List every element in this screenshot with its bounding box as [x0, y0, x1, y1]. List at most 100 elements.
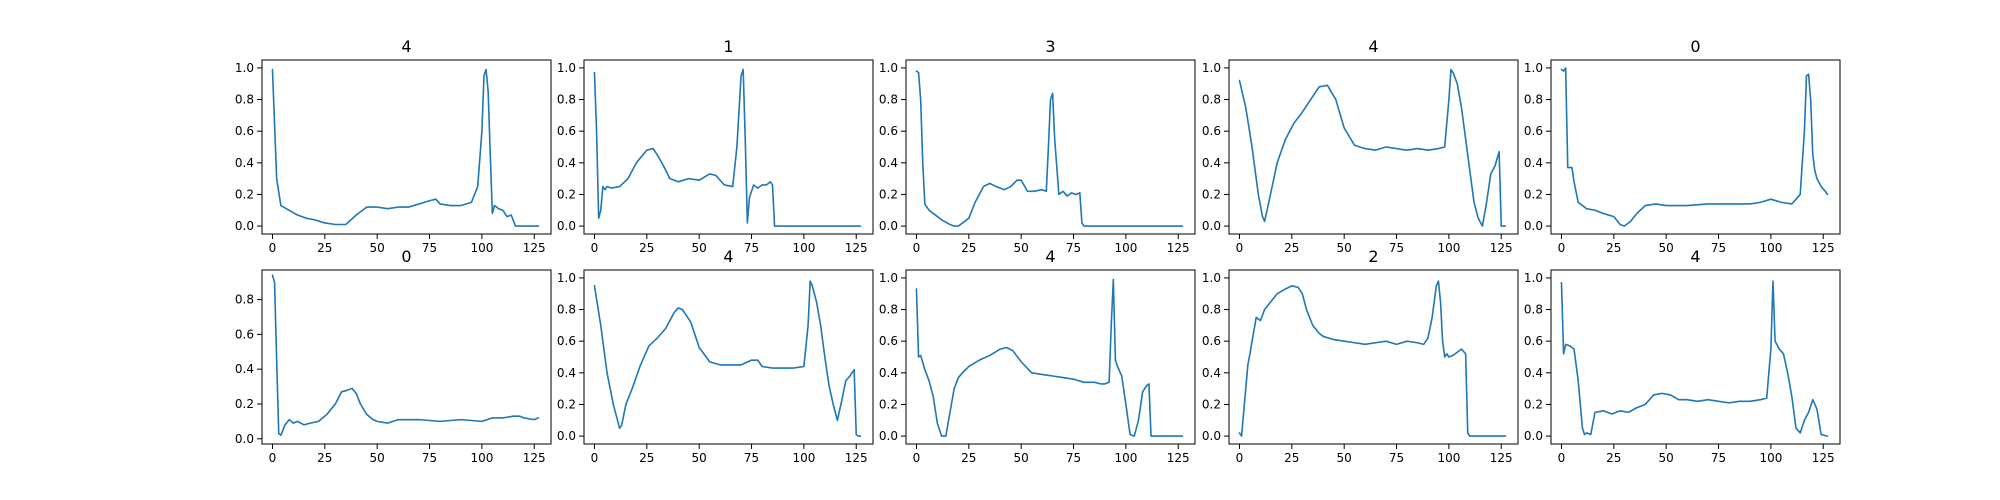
x-tick-label: 100 [1759, 451, 1782, 465]
x-tick-label: 50 [1659, 241, 1674, 255]
x-tick-label: 25 [639, 451, 654, 465]
y-tick-label: 0.4 [879, 156, 898, 170]
subplot-title: 4 [1690, 247, 1700, 266]
x-tick-label: 50 [1014, 451, 1029, 465]
y-tick-label: 0.4 [1524, 156, 1543, 170]
y-tick-label: 0.2 [879, 187, 898, 201]
x-tick-label: 125 [1490, 241, 1513, 255]
y-tick-label: 1.0 [1524, 271, 1543, 285]
x-tick-label: 100 [470, 241, 493, 255]
x-tick-label: 125 [523, 241, 546, 255]
x-tick-label: 75 [1066, 241, 1081, 255]
x-tick-label: 100 [792, 241, 815, 255]
x-tick-label: 25 [1606, 241, 1621, 255]
axes-frame [261, 269, 552, 445]
y-tick-label: 0.6 [557, 124, 576, 138]
y-tick-label: 0.8 [235, 93, 254, 107]
x-tick-label: 75 [1711, 241, 1726, 255]
x-tick-label: 0 [591, 241, 599, 255]
x-tick-label: 25 [317, 451, 332, 465]
x-tick-label: 25 [1606, 451, 1621, 465]
axes-frame [905, 269, 1196, 445]
x-tick-label: 100 [1114, 451, 1137, 465]
x-tick-label: 25 [961, 241, 976, 255]
y-tick-label: 0.2 [235, 397, 254, 411]
axes-frame [1228, 269, 1519, 445]
x-tick-label: 0 [1236, 451, 1244, 465]
y-tick-label: 0.8 [1524, 93, 1543, 107]
subplot-4: 4 0 25 50 75 100 125 0.0 0.2 0.4 0.6 0.8 1.0 [1202, 37, 1519, 255]
subplot-title: 0 [1690, 37, 1700, 56]
x-tick-label: 25 [1284, 451, 1299, 465]
y-tick-label: 0.2 [1202, 187, 1221, 201]
axes-frame [583, 59, 874, 235]
y-tick-label: 0.4 [557, 156, 576, 170]
y-tick-label: 0.0 [557, 219, 576, 233]
x-tick-label: 100 [1437, 241, 1460, 255]
subplot-2: 1 0 25 50 75 100 125 0.0 0.2 0.4 0.6 0.8 1.0 [557, 37, 874, 255]
x-tick-label: 125 [1812, 241, 1835, 255]
subplot-title: 4 [1368, 37, 1378, 56]
x-tick-label: 50 [1659, 451, 1674, 465]
y-tick-label: 0.8 [879, 93, 898, 107]
x-tick-label: 125 [845, 451, 868, 465]
x-tick-label: 75 [422, 451, 437, 465]
y-tick-label: 0.8 [235, 293, 254, 307]
subplot-title: 0 [401, 247, 411, 266]
y-tick-label: 0.4 [235, 362, 254, 376]
x-tick-label: 125 [1490, 451, 1513, 465]
y-tick-label: 0.0 [235, 219, 254, 233]
x-tick-label: 75 [1389, 451, 1404, 465]
x-tick-label: 75 [1711, 451, 1726, 465]
x-tick-label: 125 [1167, 451, 1190, 465]
y-tick-label: 0.0 [1202, 429, 1221, 443]
series-line [915, 70, 1184, 227]
x-tick-label: 100 [1759, 241, 1782, 255]
subplot-10: 4 0 25 50 75 100 125 0.0 0.2 0.4 0.6 0.8 1.0 [1524, 247, 1841, 465]
y-tick-label: 1.0 [1524, 61, 1543, 75]
x-tick-label: 25 [317, 241, 332, 255]
y-tick-label: 0.0 [879, 429, 898, 443]
axes-frame [1550, 269, 1841, 445]
x-tick-label: 25 [1284, 241, 1299, 255]
y-tick-label: 0.0 [557, 429, 576, 443]
x-tick-label: 25 [961, 451, 976, 465]
subplot-title: 4 [401, 37, 411, 56]
y-tick-label: 0.6 [1524, 334, 1543, 348]
y-tick-label: 0.4 [1524, 366, 1543, 380]
x-tick-label: 0 [1236, 241, 1244, 255]
x-tick-label: 50 [1337, 241, 1352, 255]
y-tick-label: 1.0 [1202, 271, 1221, 285]
x-tick-label: 50 [370, 241, 385, 255]
subplot-title: 4 [723, 247, 733, 266]
x-tick-label: 50 [692, 241, 707, 255]
y-tick-label: 0.4 [1202, 366, 1221, 380]
x-tick-label: 0 [1558, 451, 1566, 465]
y-tick-label: 0.2 [235, 187, 254, 201]
y-tick-label: 0.0 [235, 432, 254, 446]
y-tick-label: 1.0 [557, 271, 576, 285]
y-tick-label: 0.2 [879, 397, 898, 411]
y-tick-label: 0.6 [1202, 334, 1221, 348]
x-tick-label: 125 [1167, 241, 1190, 255]
y-tick-label: 0.4 [235, 156, 254, 170]
y-tick-label: 1.0 [879, 61, 898, 75]
y-tick-label: 0.6 [879, 124, 898, 138]
series-line [1560, 280, 1829, 437]
series-line [271, 274, 540, 437]
y-tick-label: 0.2 [1524, 397, 1543, 411]
y-tick-label: 0.8 [557, 303, 576, 317]
x-tick-label: 75 [422, 241, 437, 255]
y-tick-label: 1.0 [235, 61, 254, 75]
y-tick-label: 1.0 [557, 61, 576, 75]
y-tick-label: 0.4 [1202, 156, 1221, 170]
series-line [1560, 67, 1829, 227]
x-tick-label: 50 [692, 451, 707, 465]
y-tick-label: 0.6 [557, 334, 576, 348]
series-line [593, 280, 862, 437]
y-tick-label: 0.6 [235, 327, 254, 341]
y-tick-label: 1.0 [879, 271, 898, 285]
y-tick-label: 1.0 [1202, 61, 1221, 75]
subplot-title: 3 [1045, 37, 1055, 56]
